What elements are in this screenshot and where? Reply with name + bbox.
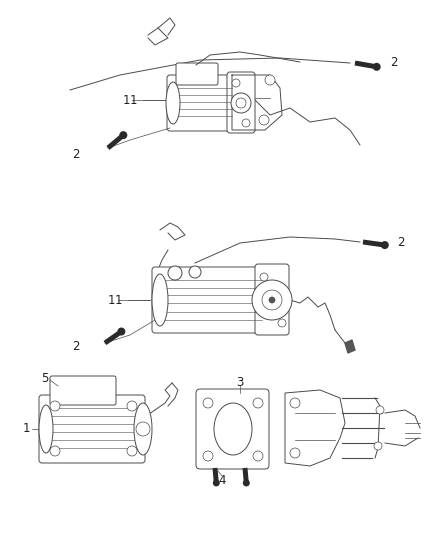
Text: 1: 1: [130, 93, 138, 107]
Circle shape: [203, 451, 213, 461]
Ellipse shape: [134, 403, 152, 455]
FancyBboxPatch shape: [152, 267, 268, 333]
Circle shape: [127, 446, 137, 456]
Ellipse shape: [39, 405, 53, 453]
Ellipse shape: [214, 403, 252, 455]
Circle shape: [242, 119, 250, 127]
Circle shape: [119, 131, 127, 139]
Polygon shape: [345, 340, 355, 353]
Polygon shape: [212, 468, 219, 483]
Polygon shape: [363, 239, 385, 247]
FancyBboxPatch shape: [50, 376, 116, 405]
Text: 1: 1: [123, 93, 130, 107]
Text: 2: 2: [72, 341, 80, 353]
Text: 5: 5: [41, 372, 48, 384]
Circle shape: [189, 266, 201, 278]
Polygon shape: [285, 390, 345, 466]
Circle shape: [290, 448, 300, 458]
Polygon shape: [232, 75, 282, 130]
FancyBboxPatch shape: [255, 264, 289, 335]
FancyBboxPatch shape: [176, 63, 218, 85]
Circle shape: [278, 319, 286, 327]
Circle shape: [50, 446, 60, 456]
Ellipse shape: [152, 274, 168, 326]
Circle shape: [253, 451, 263, 461]
Circle shape: [374, 442, 382, 450]
Text: 2: 2: [72, 149, 80, 161]
Circle shape: [127, 401, 137, 411]
Circle shape: [252, 280, 292, 320]
Text: 2: 2: [390, 56, 398, 69]
Circle shape: [381, 241, 389, 249]
Circle shape: [260, 273, 268, 281]
Circle shape: [253, 398, 263, 408]
Circle shape: [259, 115, 269, 125]
Circle shape: [203, 398, 213, 408]
FancyBboxPatch shape: [167, 75, 238, 131]
Text: 3: 3: [237, 376, 244, 389]
Circle shape: [136, 422, 150, 436]
Circle shape: [236, 98, 246, 108]
Circle shape: [232, 79, 240, 87]
Circle shape: [265, 75, 275, 85]
Circle shape: [373, 63, 381, 71]
Circle shape: [269, 297, 275, 303]
Polygon shape: [355, 61, 377, 69]
Polygon shape: [243, 468, 249, 483]
Circle shape: [290, 398, 300, 408]
Ellipse shape: [166, 82, 180, 124]
Text: 1: 1: [22, 423, 30, 435]
Text: 1: 1: [107, 294, 115, 306]
Circle shape: [213, 480, 220, 487]
Circle shape: [168, 266, 182, 280]
FancyBboxPatch shape: [196, 389, 269, 469]
Circle shape: [243, 480, 250, 487]
Text: 1: 1: [115, 294, 123, 306]
Circle shape: [376, 406, 384, 414]
FancyBboxPatch shape: [39, 395, 145, 463]
Text: 4: 4: [218, 473, 226, 487]
Circle shape: [117, 327, 125, 336]
Circle shape: [50, 401, 60, 411]
Circle shape: [262, 290, 282, 310]
Polygon shape: [106, 133, 125, 150]
Circle shape: [231, 93, 251, 113]
Polygon shape: [103, 329, 123, 345]
FancyBboxPatch shape: [227, 72, 255, 133]
Text: 2: 2: [397, 236, 405, 248]
